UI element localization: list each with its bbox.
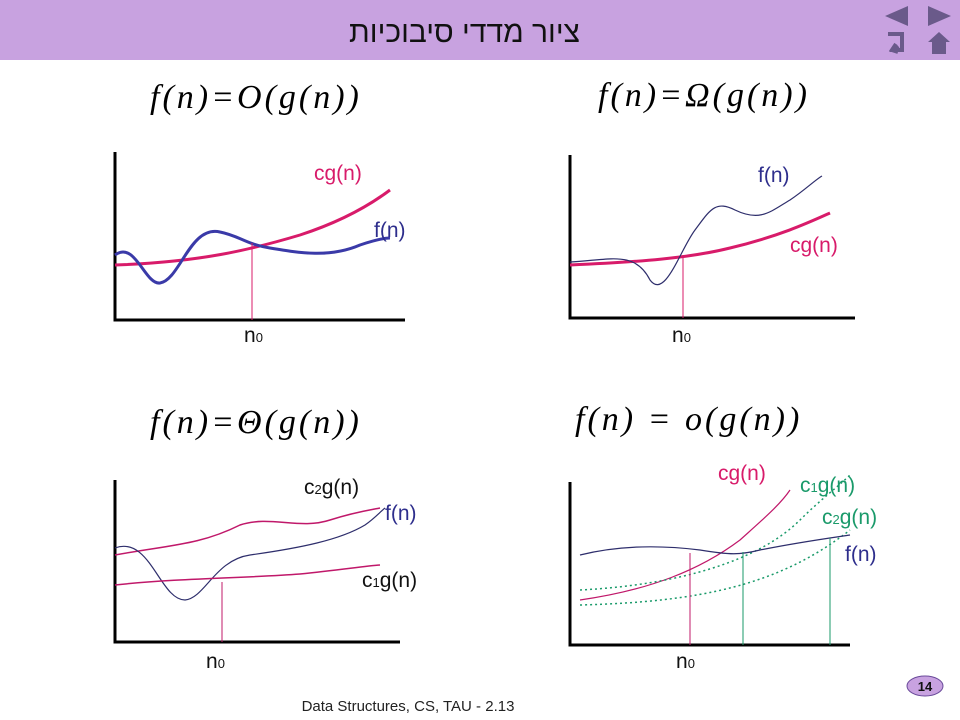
page-number: 14: [918, 679, 933, 694]
axes: [113, 152, 405, 322]
axes: [568, 155, 855, 320]
label-n0: n0: [672, 324, 691, 347]
label-n0: n0: [676, 650, 695, 673]
sub: 2: [833, 512, 840, 527]
n0-base: n: [244, 324, 256, 347]
slide-title: ציור מדדי סיבוכיות: [349, 16, 580, 49]
sub: 1: [811, 480, 818, 495]
n0-base: n: [672, 324, 684, 347]
curve-c1g: [114, 564, 381, 586]
curve-f: [569, 175, 823, 286]
c: c: [800, 474, 811, 497]
curve-cg: [569, 211, 831, 267]
curve-cg: [579, 489, 791, 601]
label-cg: cg(n): [718, 462, 766, 485]
c: c: [362, 569, 373, 592]
label-c2g: c2g(n): [822, 506, 877, 529]
label-c2g: c2g(n): [304, 476, 359, 499]
g: g(n): [818, 474, 855, 497]
header-band: [0, 0, 960, 60]
label-f: f(n): [758, 164, 790, 187]
n0-sub: 0: [218, 656, 225, 671]
label-cg: cg(n): [314, 162, 362, 185]
curve-c2g: [114, 507, 381, 556]
c: c: [822, 506, 833, 529]
label-f: f(n): [385, 502, 417, 525]
label-f: f(n): [374, 219, 406, 242]
curve-f: [579, 534, 851, 556]
label-cg: cg(n): [790, 234, 838, 257]
nav-prev[interactable]: [885, 6, 908, 26]
n0-base: n: [206, 650, 218, 673]
n0-sub: 0: [256, 330, 263, 345]
axes: [113, 480, 400, 644]
sub: 2: [315, 482, 322, 497]
label-n0: n0: [206, 650, 225, 673]
axes: [568, 482, 850, 647]
g: g(n): [380, 569, 417, 592]
sub: 1: [373, 575, 380, 590]
g: g(n): [840, 506, 877, 529]
g: g(n): [322, 476, 359, 499]
n0-sub: 0: [684, 330, 691, 345]
n0-sub: 0: [688, 656, 695, 671]
nav-home[interactable]: [928, 32, 950, 54]
nav-back[interactable]: [888, 32, 904, 54]
formula: f(n)=Ω(g(n)): [598, 77, 810, 114]
label-f: f(n): [845, 543, 877, 566]
page-badge: [906, 675, 944, 697]
formula: f(n)=Θ(g(n)): [150, 404, 362, 441]
nav-next[interactable]: [928, 6, 951, 26]
curve-f: [114, 507, 386, 601]
c: c: [304, 476, 315, 499]
label-c1g: c1g(n): [362, 569, 417, 592]
curve-f: [114, 230, 391, 285]
formula: f(n)=O(g(n)): [150, 79, 362, 116]
label-n0: n0: [244, 324, 263, 347]
curve-c2g: [579, 529, 851, 606]
nav-icons[interactable]: [885, 6, 951, 54]
label-c1g: c1g(n): [800, 474, 855, 497]
formula: f(n) = o(g(n)): [575, 401, 802, 438]
footer: Data Structures, CS, TAU - 2.13: [302, 698, 515, 715]
n0-base: n: [676, 650, 688, 673]
curve-cg: [114, 188, 391, 267]
